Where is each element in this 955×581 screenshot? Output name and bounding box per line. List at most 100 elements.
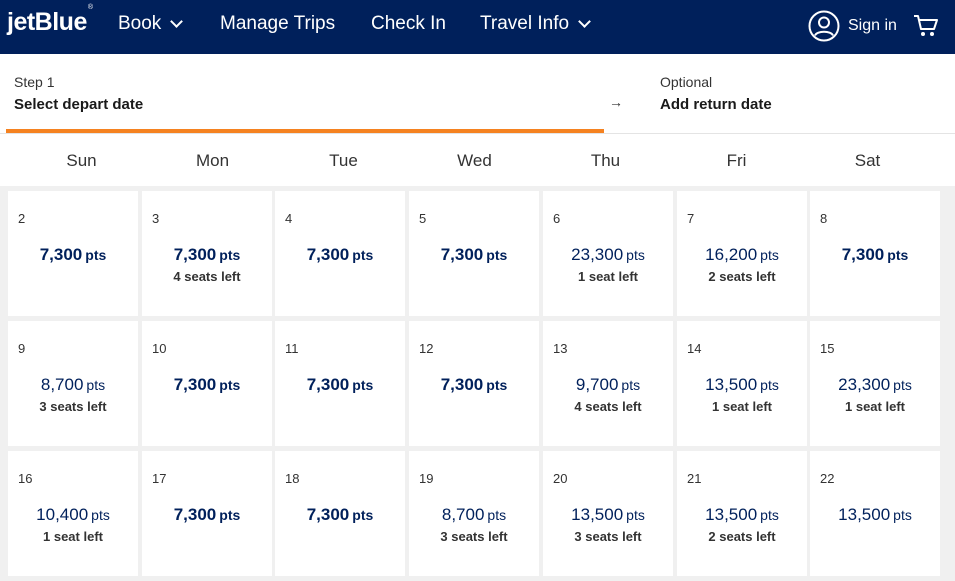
weekday-sat: Sat (854, 151, 881, 170)
cart-button[interactable] (913, 14, 939, 43)
calendar-day[interactable]: 10 7,300 pts (142, 321, 272, 446)
price-value: 10,400 (36, 505, 89, 524)
calendar-day[interactable]: 14 13,500 pts 1 seat left (677, 321, 807, 446)
nav-manage-trips[interactable]: Manage Trips (220, 13, 335, 35)
nav-book[interactable]: Book (118, 13, 184, 35)
day-number: 13 (553, 341, 568, 356)
calendar-day[interactable]: 8 7,300 pts (810, 191, 940, 316)
calendar-day[interactable]: 4 7,300 pts (275, 191, 405, 316)
day-number: 20 (553, 471, 568, 486)
nav-check-in[interactable]: Check In (371, 13, 446, 35)
price-value: 13,500 (705, 375, 758, 394)
calendar-day[interactable]: 17 7,300 pts (142, 451, 272, 576)
calendar-day[interactable]: 15 23,300 pts 1 seat left (810, 321, 940, 446)
weekday-header: Sun Mon Tue Wed Thu Fri Sat (0, 134, 955, 186)
calendar-day[interactable]: 13 9,700 pts 4 seats left (543, 321, 673, 446)
depart-step-label: Step 1 (14, 74, 55, 90)
day-price: 7,300 pts (810, 245, 940, 265)
calendar-day[interactable]: 9 8,700 pts 3 seats left (8, 321, 138, 446)
date-step-bar: Step 1 Select depart date → Optional Add… (0, 54, 955, 134)
price-unit: pts (219, 507, 241, 523)
price-unit: pts (760, 377, 779, 393)
price-unit: pts (352, 377, 374, 393)
price-unit: pts (887, 247, 909, 263)
jetblue-logo[interactable]: jetBlue® (7, 4, 93, 37)
day-price: 16,200 pts (677, 245, 807, 265)
weekday-sun: Sun (66, 151, 97, 170)
price-unit: pts (487, 507, 507, 523)
nav-book-label: Book (118, 13, 162, 34)
nav-travel-info[interactable]: Travel Info (480, 13, 591, 35)
active-step-indicator (6, 129, 604, 133)
calendar-day[interactable]: 6 23,300 pts 1 seat left (543, 191, 673, 316)
weekday-fri: Fri (726, 151, 747, 170)
price-unit: pts (91, 507, 110, 523)
day-price: 13,500 pts (677, 375, 807, 395)
nav-manage-trips-label: Manage Trips (220, 13, 336, 34)
calendar-day[interactable]: 21 13,500 pts 2 seats left (677, 451, 807, 576)
sign-in-label: Sign in (848, 17, 897, 34)
day-number: 17 (152, 471, 167, 486)
price-unit: pts (893, 507, 912, 523)
price-unit: pts (621, 377, 641, 393)
calendar-day[interactable]: 3 7,300 pts 4 seats left (142, 191, 272, 316)
day-price: 7,300 pts (275, 375, 405, 395)
day-price: 7,300 pts (8, 245, 138, 265)
day-price: 7,300 pts (142, 505, 272, 525)
day-number: 5 (419, 211, 427, 226)
calendar-day[interactable]: 16 10,400 pts 1 seat left (8, 451, 138, 576)
price-value: 7,300 (440, 245, 484, 264)
calendar-day[interactable]: 12 7,300 pts (409, 321, 539, 446)
seats-left: 3 seats left (574, 529, 642, 544)
price-value: 8,700 (40, 375, 84, 394)
price-unit: pts (352, 507, 374, 523)
day-price: 10,400 pts (8, 505, 138, 525)
price-value: 7,300 (39, 245, 83, 264)
calendar-day[interactable]: 20 13,500 pts 3 seats left (543, 451, 673, 576)
price-value: 13,500 (705, 505, 758, 524)
logo-mark: ® (87, 3, 93, 11)
day-price: 7,300 pts (142, 375, 272, 395)
price-value: 7,300 (306, 375, 350, 394)
calendar-grid: 2 7,300 pts 3 7,300 pts 4 seats left 4 7,300 pts 5… (0, 186, 955, 581)
day-price: 7,300 pts (409, 375, 539, 395)
day-price: 8,700 pts (8, 375, 138, 395)
calendar-day[interactable]: 7 16,200 pts 2 seats left (677, 191, 807, 316)
day-price: 13,500 pts (677, 505, 807, 525)
day-price: 7,300 pts (275, 245, 405, 265)
seats-left: 4 seats left (173, 269, 241, 284)
calendar-day[interactable]: 5 7,300 pts (409, 191, 539, 316)
calendar-day[interactable]: 11 7,300 pts (275, 321, 405, 446)
day-price: 7,300 pts (275, 505, 405, 525)
calendar-day[interactable]: 22 13,500 pts (810, 451, 940, 576)
return-step-title: Add return date (660, 96, 772, 113)
day-number: 3 (152, 211, 160, 226)
day-number: 9 (18, 341, 26, 356)
day-number: 10 (152, 341, 167, 356)
price-unit: pts (760, 507, 779, 523)
seats-left: 3 seats left (440, 529, 508, 544)
day-price: 9,700 pts (543, 375, 673, 395)
weekday-tue: Tue (329, 151, 358, 170)
price-unit: pts (893, 377, 912, 393)
logo-text: jetBlue (7, 8, 87, 36)
calendar-day[interactable]: 18 7,300 pts (275, 451, 405, 576)
day-price: 23,300 pts (810, 375, 940, 395)
day-number: 12 (419, 341, 434, 356)
calendar-day[interactable]: 19 8,700 pts 3 seats left (409, 451, 539, 576)
price-unit: pts (486, 247, 508, 263)
weekday-thu: Thu (590, 151, 621, 170)
nav-check-in-label: Check In (371, 13, 446, 34)
nav-travel-info-label: Travel Info (480, 13, 570, 34)
sign-in-button[interactable]: Sign in (808, 10, 897, 42)
weekday-wed: Wed (457, 151, 492, 170)
seats-left: 1 seat left (712, 399, 772, 414)
return-step-label: Optional (660, 74, 713, 90)
top-navigation: jetBlue® Book Manage Trips Check In Trav… (0, 0, 955, 54)
calendar-day[interactable]: 2 7,300 pts (8, 191, 138, 316)
arrow-right-icon: → (609, 94, 623, 110)
day-number: 19 (419, 471, 434, 486)
day-number: 6 (553, 211, 561, 226)
day-price: 7,300 pts (409, 245, 539, 265)
day-price: 8,700 pts (409, 505, 539, 525)
